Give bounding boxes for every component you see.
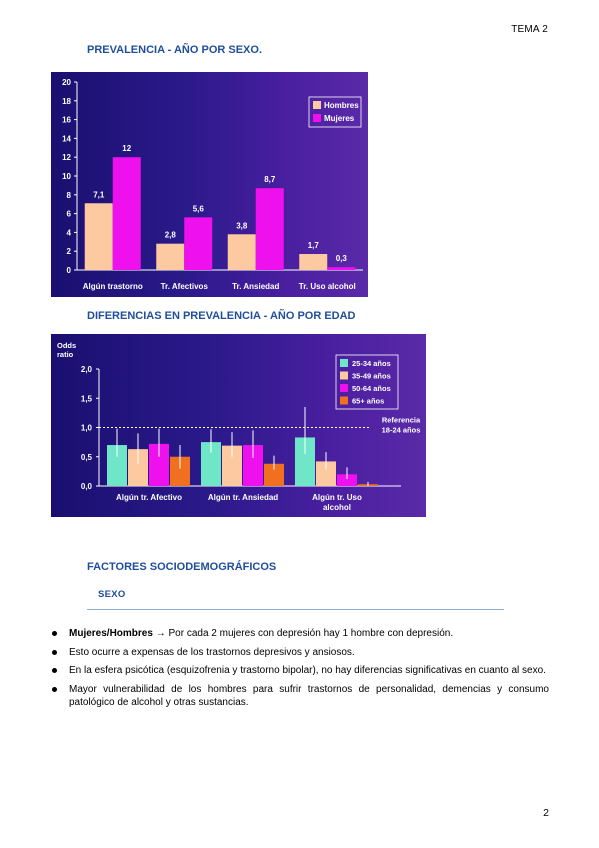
bullet-dot bbox=[52, 649, 57, 655]
x-tick-label: Algún trastorno bbox=[83, 282, 143, 291]
legend-swatch bbox=[313, 114, 321, 122]
y-tick-label: 1,5 bbox=[81, 394, 93, 403]
bar-age-group bbox=[243, 445, 263, 486]
bullet-item: Mayor vulnerabilidad de los hombres para… bbox=[51, 683, 549, 710]
bar-age-group bbox=[337, 474, 357, 486]
y-tick-label: 1,0 bbox=[81, 424, 93, 433]
bullet-text: En la esfera psicótica (esquizofrenia y … bbox=[69, 665, 546, 676]
bullet-dot bbox=[52, 668, 57, 673]
y-tick-label: 4 bbox=[67, 228, 72, 237]
legend-label: 50-64 años bbox=[352, 384, 391, 393]
bullet-item: Mujeres/Hombres → Por cada 2 mujeres con… bbox=[51, 627, 549, 641]
bar-age-group bbox=[107, 445, 127, 486]
bar-mujeres bbox=[327, 267, 356, 270]
data-label: 2,8 bbox=[165, 231, 177, 240]
bullet-bold: Mujeres/Hombres bbox=[69, 628, 153, 639]
y-tick-label: 20 bbox=[62, 78, 71, 87]
y-tick-label: 18 bbox=[62, 97, 71, 106]
y-tick-label: 8 bbox=[67, 191, 72, 200]
data-label: 7,1 bbox=[93, 190, 105, 199]
legend-box bbox=[335, 354, 399, 410]
header-tema: TEMA 2 bbox=[511, 24, 548, 35]
legend-swatch bbox=[340, 359, 348, 367]
reference-label: Referencia bbox=[382, 416, 421, 425]
legend-swatch bbox=[340, 371, 348, 380]
subsection-title-sexo: SEXO bbox=[98, 589, 126, 600]
data-label: 0,3 bbox=[336, 254, 348, 263]
data-label: 12 bbox=[122, 144, 131, 153]
y-tick-label: 0,5 bbox=[81, 453, 93, 462]
reference-label: 18-24 años bbox=[382, 426, 421, 435]
data-label: 8,7 bbox=[264, 175, 276, 184]
legend-label: 25-34 años bbox=[352, 359, 391, 368]
legend-label: Hombres bbox=[324, 101, 359, 110]
bullet-dot bbox=[52, 686, 57, 692]
y-axis-title: Odds bbox=[57, 341, 76, 350]
y-tick-label: 14 bbox=[62, 134, 71, 143]
y-tick-label: 0,0 bbox=[81, 482, 93, 491]
chart-prevalencia-sexo: 0 2 4 6 8 10 12 14 16 18 20 7,1 12 Algún trastorno 2,8… bbox=[51, 72, 368, 297]
section-title-prevalencia-sexo: PREVALENCIA - AÑO POR SEXO. bbox=[87, 44, 263, 56]
x-tick-label: Algún tr. Afectivo bbox=[116, 493, 182, 502]
legend-swatch bbox=[340, 396, 348, 405]
y-tick-label: 2,0 bbox=[81, 365, 93, 374]
data-label: 3,8 bbox=[236, 221, 248, 230]
y-tick-label: 10 bbox=[62, 172, 71, 181]
bullet-text: → Por cada 2 mujeres con depresión hay 1… bbox=[152, 628, 454, 639]
page-number: 2 bbox=[543, 807, 549, 819]
data-label: 1,7 bbox=[308, 241, 320, 250]
chart-svg-sexo: 0 2 4 6 8 10 12 14 16 18 20 7,1 12 Algún trastorno 2,8… bbox=[62, 78, 363, 291]
legend-label: 35-49 años bbox=[352, 372, 391, 381]
bar-mujeres bbox=[112, 157, 141, 270]
y-tick-label: 0 bbox=[67, 266, 72, 275]
bar-hombres bbox=[84, 203, 113, 270]
bullet-list: Mujeres/Hombres → Por cada 2 mujeres con… bbox=[51, 627, 549, 715]
bullet-dot bbox=[52, 631, 57, 636]
bar-hombres bbox=[156, 243, 185, 270]
legend-swatch bbox=[313, 101, 321, 109]
x-tick-label: Tr. Afectivos bbox=[161, 282, 209, 291]
bar-age-group bbox=[316, 461, 336, 486]
y-tick-label: 16 bbox=[62, 116, 71, 125]
legend-label: 65+ años bbox=[352, 397, 384, 406]
bar-age-group bbox=[295, 437, 315, 486]
legend-swatch bbox=[340, 384, 348, 392]
bar-age-group bbox=[201, 442, 221, 486]
section-title-factores: FACTORES SOCIODEMOGRÁFICOS bbox=[87, 561, 277, 573]
bar-mujeres bbox=[255, 188, 284, 270]
bar-mujeres bbox=[184, 217, 213, 270]
y-tick-label: 2 bbox=[67, 247, 72, 256]
x-tick-label: Tr. Uso alcohol bbox=[299, 282, 356, 291]
section-title-prevalencia-edad: DIFERENCIAS EN PREVALENCIA - AÑO POR EDA… bbox=[87, 310, 356, 322]
bar-age-group bbox=[128, 449, 148, 486]
divider bbox=[87, 609, 504, 610]
data-label: 5,6 bbox=[193, 204, 205, 213]
y-tick-label: 12 bbox=[62, 153, 71, 162]
bar-age-group bbox=[149, 443, 169, 486]
x-tick-label: Algún tr. Uso bbox=[312, 493, 362, 502]
legend-label: Mujeres bbox=[324, 114, 355, 123]
bar-age-group bbox=[264, 463, 284, 486]
bullet-item: En la esfera psicótica (esquizofrenia y … bbox=[51, 664, 549, 678]
bullet-text: Esto ocurre a expensas de los trastornos… bbox=[69, 646, 355, 658]
legend-box bbox=[308, 96, 362, 128]
bar-hombres bbox=[227, 234, 256, 270]
bar-hombres bbox=[299, 254, 328, 270]
x-tick-label: Algún tr. Ansiedad bbox=[208, 493, 278, 502]
chart-prevalencia-edad: Odds ratio 0,0 0,5 1,0 1,5 2,0 Referencia 18-24 … bbox=[51, 334, 426, 517]
bar-age-group bbox=[170, 456, 190, 486]
y-axis-title: ratio bbox=[57, 350, 74, 359]
bar-age-group bbox=[222, 445, 242, 486]
x-tick-label: alcohol bbox=[323, 503, 351, 512]
bullet-text: Mayor vulnerabilidad de los hombres para… bbox=[69, 683, 549, 709]
x-tick-label: Tr. Ansiedad bbox=[232, 282, 279, 291]
bullet-item: Esto ocurre a expensas de los trastornos… bbox=[51, 646, 549, 660]
y-tick-label: 6 bbox=[67, 210, 72, 219]
